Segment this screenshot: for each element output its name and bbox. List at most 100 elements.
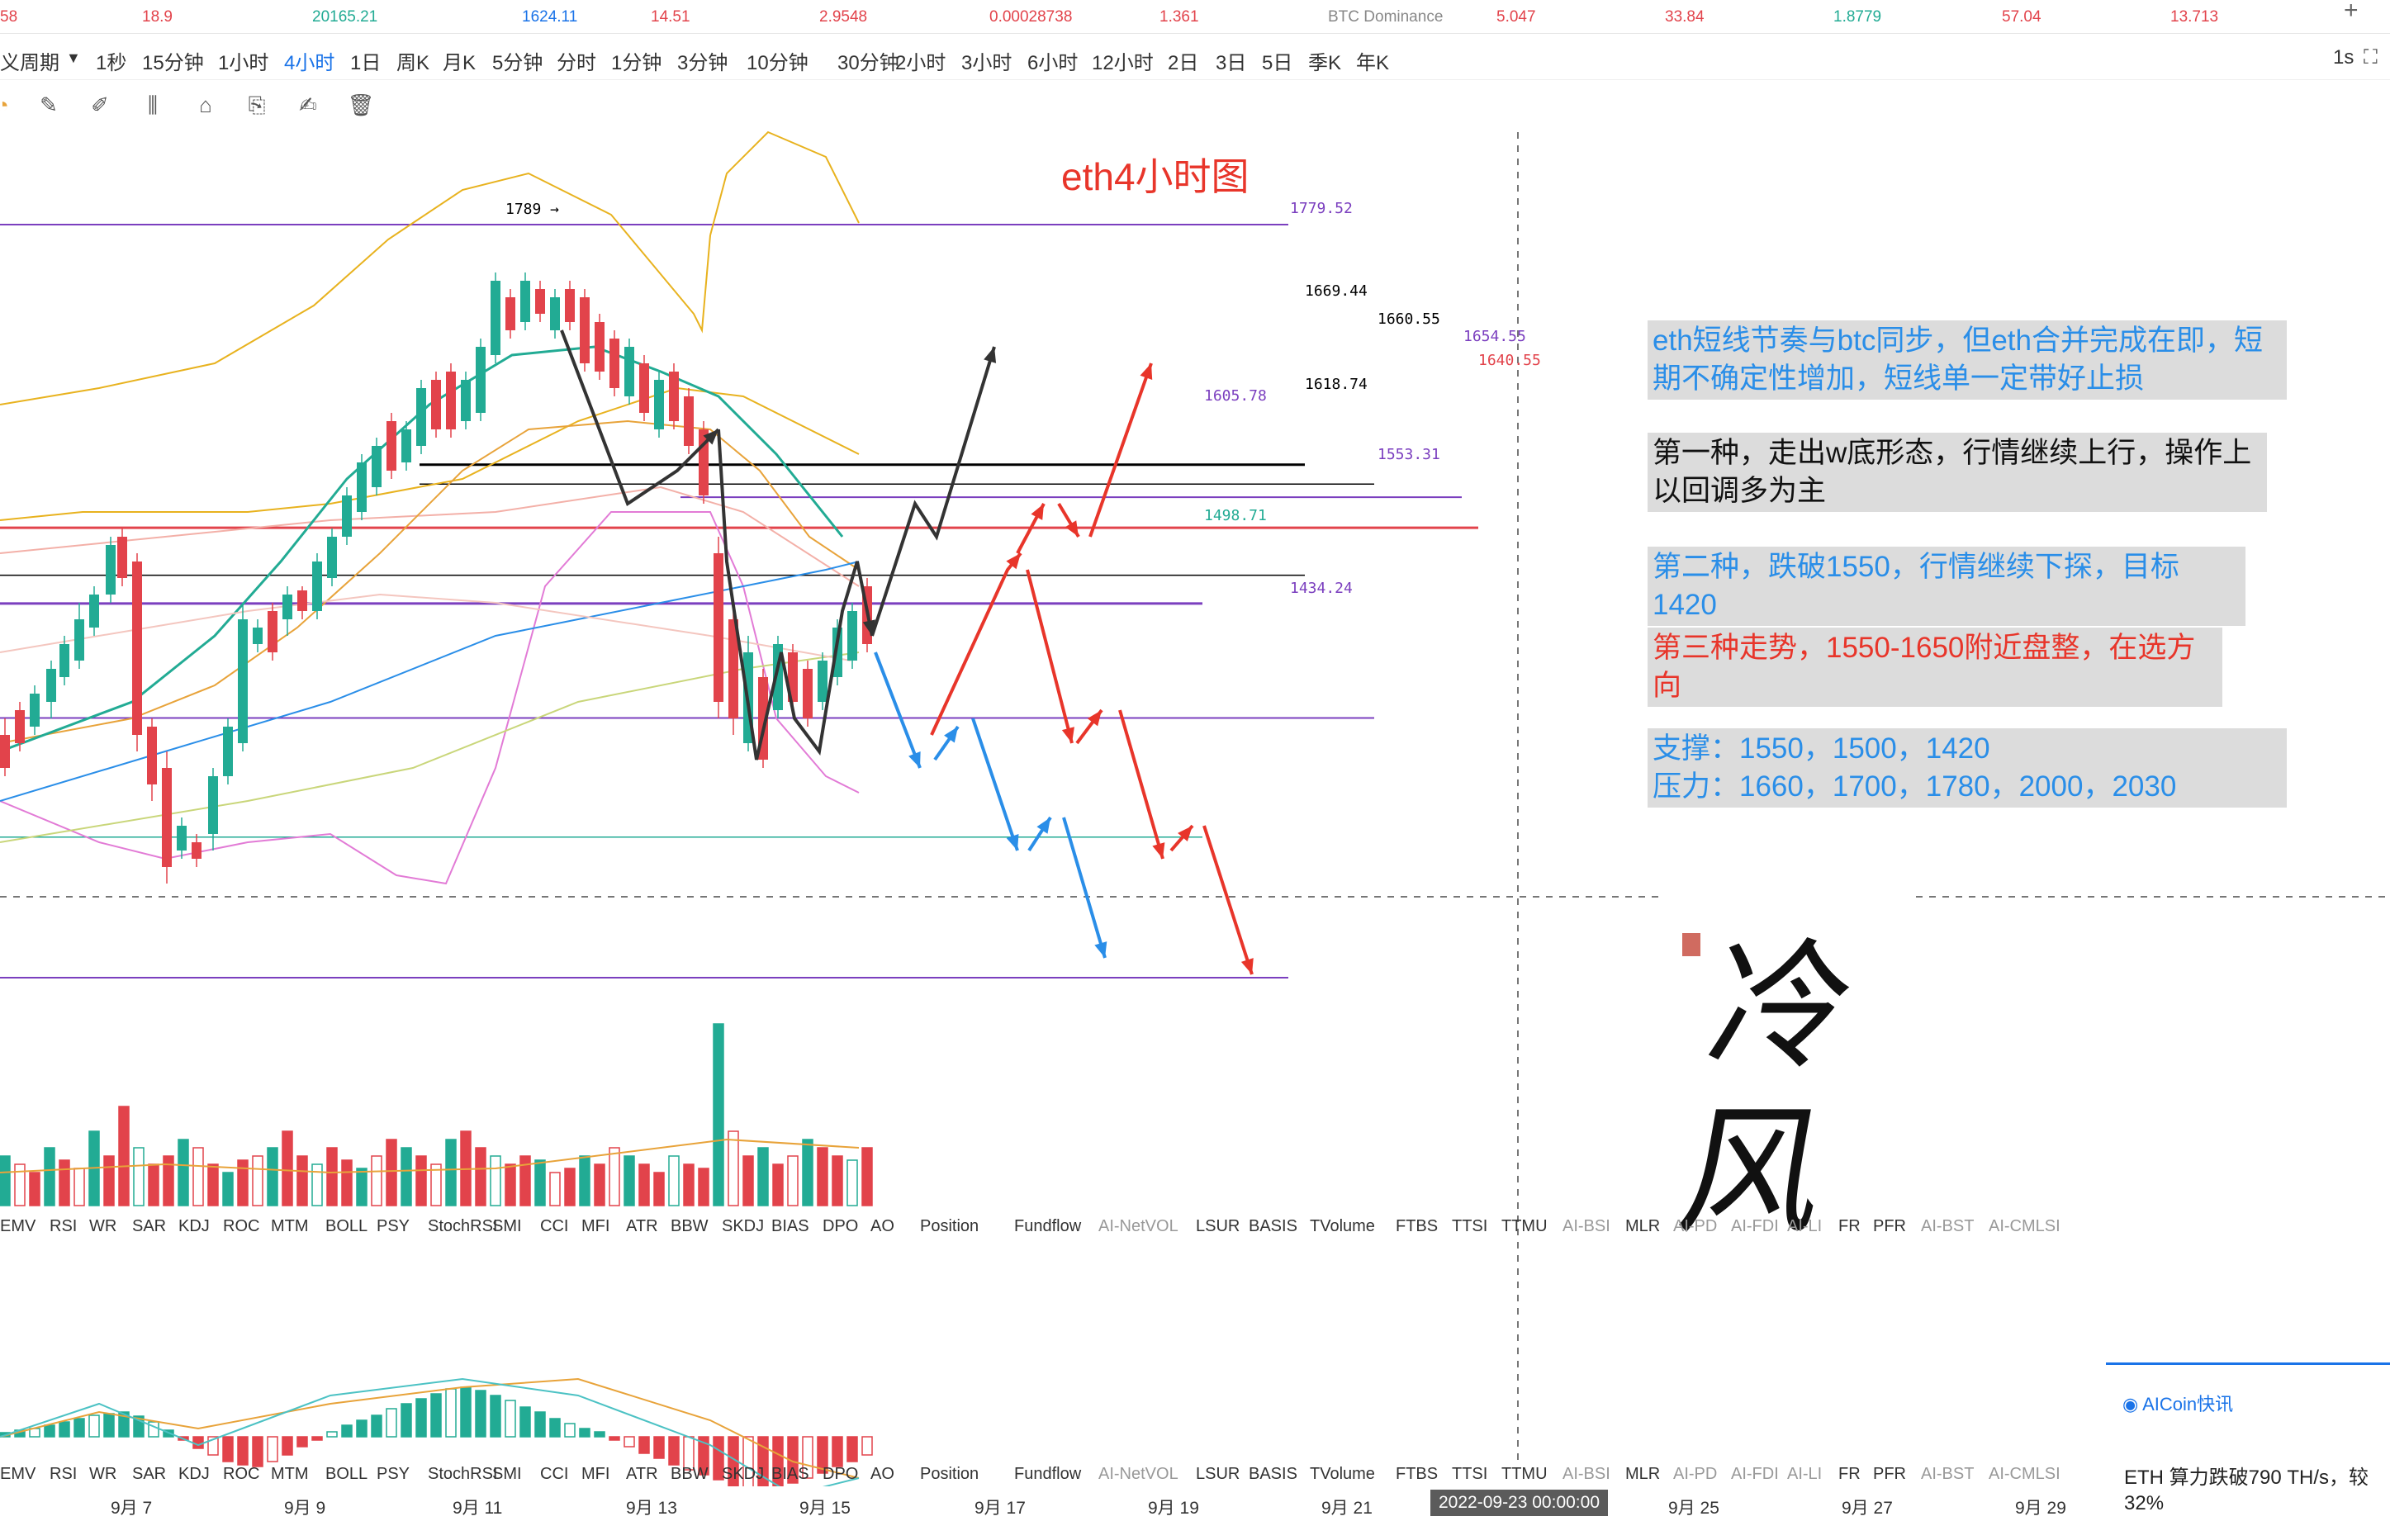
indicator-skdj[interactable]: SKDJ	[722, 1465, 765, 1483]
trash-icon[interactable]: 🗑	[347, 92, 375, 117]
timeframe-15[interactable]: 3小时	[961, 52, 1012, 74]
indicator-ftbs[interactable]: FTBS	[1396, 1217, 1439, 1235]
timeframe-22[interactable]: 年K	[1356, 52, 1390, 74]
indicator-fr[interactable]: FR	[1838, 1217, 1861, 1235]
indicator-position[interactable]: Position	[920, 1465, 979, 1483]
indicator-mlr[interactable]: MLR	[1625, 1217, 1661, 1235]
indicator-lsur[interactable]: LSUR	[1196, 1465, 1240, 1483]
indicator-ai-bst[interactable]: AI-BST	[1921, 1217, 1975, 1235]
timeframe-21[interactable]: 季K	[1308, 52, 1342, 74]
indicator-emv[interactable]: EMV	[0, 1217, 36, 1235]
timeframe-11[interactable]: 3分钟	[677, 52, 728, 74]
timeframe-0[interactable]: 义周期	[0, 52, 59, 74]
indicator-ai-pd[interactable]: AI-PD	[1673, 1217, 1718, 1235]
pencil-icon[interactable]: ✎	[40, 92, 58, 117]
indicator-atr[interactable]: ATR	[626, 1465, 658, 1483]
candle-pattern-icon[interactable]: ⫼	[148, 92, 158, 117]
indicator-dpo[interactable]: DPO	[823, 1217, 859, 1235]
indicator-bias[interactable]: BIAS	[771, 1217, 809, 1235]
price-chart[interactable]	[0, 124, 2390, 1486]
indicator-boll[interactable]: BOLL	[325, 1217, 368, 1235]
indicator-ai-li[interactable]: AI-LI	[1787, 1465, 1823, 1483]
indicator-mlr[interactable]: MLR	[1625, 1465, 1661, 1483]
indicator-tvolume[interactable]: TVolume	[1310, 1465, 1375, 1483]
indicator-psy[interactable]: PSY	[377, 1465, 410, 1483]
brush-icon[interactable]: ✐	[91, 92, 109, 117]
indicator-mfi[interactable]: MFI	[581, 1217, 610, 1235]
timeframe-17[interactable]: 12小时	[1092, 52, 1154, 74]
indicator-ai-bst[interactable]: AI-BST	[1921, 1465, 1975, 1483]
indicator-ai-bsi[interactable]: AI-BSI	[1563, 1465, 1610, 1483]
edit-icon[interactable]: ✍	[299, 92, 317, 117]
indicator-emv[interactable]: EMV	[0, 1465, 36, 1483]
add-icon[interactable]: +	[2344, 0, 2359, 24]
indicator-lsur[interactable]: LSUR	[1196, 1217, 1240, 1235]
indicator-ai-cmlsi[interactable]: AI-CMLSI	[1989, 1465, 2060, 1483]
timeframe-9[interactable]: 分时	[557, 52, 596, 74]
indicator-ai-cmlsi[interactable]: AI-CMLSI	[1989, 1217, 2060, 1235]
indicator-smi[interactable]: SMI	[492, 1217, 522, 1235]
indicator-ai-netvol[interactable]: AI-NetVOL	[1098, 1217, 1178, 1235]
indicator-ttmu[interactable]: TTMU	[1501, 1217, 1548, 1235]
timeframe-16[interactable]: 6小时	[1027, 52, 1079, 74]
timeframe-3[interactable]: 1小时	[218, 52, 269, 74]
indicator-cci[interactable]: CCI	[540, 1465, 569, 1483]
timeframe-5[interactable]: 1日	[350, 52, 382, 74]
indicator-fundflow[interactable]: Fundflow	[1014, 1217, 1082, 1235]
indicator-ai-pd[interactable]: AI-PD	[1673, 1465, 1718, 1483]
indicator-stochrsi[interactable]: StochRSI	[428, 1217, 498, 1235]
indicator-ai-netvol[interactable]: AI-NetVOL	[1098, 1465, 1178, 1483]
timeframe-14[interactable]: 2小时	[895, 52, 946, 74]
news-source[interactable]: ◉ AICoin快讯	[2122, 1394, 2234, 1414]
timeframe-20[interactable]: 5日	[1262, 52, 1293, 74]
indicator-fundflow[interactable]: Fundflow	[1014, 1465, 1082, 1483]
indicator-ttmu[interactable]: TTMU	[1501, 1465, 1548, 1483]
magnet-icon[interactable]: ◔	[0, 92, 9, 117]
indicator-smi[interactable]: SMI	[492, 1465, 522, 1483]
timeframe-19[interactable]: 3日	[1216, 52, 1247, 74]
indicator-roc[interactable]: ROC	[223, 1217, 260, 1235]
timeframe-6[interactable]: 周K	[396, 52, 430, 74]
indicator-kdj[interactable]: KDJ	[178, 1217, 210, 1235]
indicator-sar[interactable]: SAR	[132, 1465, 167, 1483]
indicator-position[interactable]: Position	[920, 1217, 979, 1235]
fullscreen-icon[interactable]: ⛶	[2364, 46, 2378, 69]
chevron-down-icon[interactable]: ▼	[66, 50, 81, 66]
indicator-wr[interactable]: WR	[89, 1217, 117, 1235]
indicator-kdj[interactable]: KDJ	[178, 1465, 210, 1483]
indicator-ai-li[interactable]: AI-LI	[1787, 1217, 1823, 1235]
indicator-ttsi[interactable]: TTSI	[1452, 1465, 1488, 1483]
indicator-rsi[interactable]: RSI	[50, 1465, 78, 1483]
indicator-boll[interactable]: BOLL	[325, 1465, 368, 1483]
indicator-fr[interactable]: FR	[1838, 1465, 1861, 1483]
indicator-dpo[interactable]: DPO	[823, 1465, 859, 1483]
timeframe-12[interactable]: 10分钟	[747, 52, 809, 74]
indicator-basis[interactable]: BASIS	[1249, 1217, 1297, 1235]
indicator-ai-fdi[interactable]: AI-FDI	[1731, 1465, 1779, 1483]
indicator-sar[interactable]: SAR	[132, 1217, 167, 1235]
indicator-ttsi[interactable]: TTSI	[1452, 1217, 1488, 1235]
indicator-bbw[interactable]: BBW	[671, 1217, 709, 1235]
indicator-ftbs[interactable]: FTBS	[1396, 1465, 1439, 1483]
timeframe-1[interactable]: 1秒	[96, 52, 127, 74]
bookmark-icon[interactable]: ⎘	[248, 92, 266, 117]
timeframe-4[interactable]: 4小时	[284, 52, 335, 74]
indicator-bias[interactable]: BIAS	[771, 1465, 809, 1483]
indicator-ao[interactable]: AO	[870, 1217, 894, 1235]
indicator-basis[interactable]: BASIS	[1249, 1465, 1297, 1483]
indicator-bbw[interactable]: BBW	[671, 1465, 709, 1483]
news-panel[interactable]: ◉ AICoin快讯 ETH 算力跌破790 TH/s，较 32%	[2106, 1362, 2390, 1540]
timeframe-10[interactable]: 1分钟	[611, 52, 662, 74]
indicator-ai-fdi[interactable]: AI-FDI	[1731, 1217, 1779, 1235]
indicator-stochrsi[interactable]: StochRSI	[428, 1465, 498, 1483]
indicator-ao[interactable]: AO	[870, 1465, 894, 1483]
timeframe-2[interactable]: 15分钟	[142, 52, 204, 74]
indicator-roc[interactable]: ROC	[223, 1465, 260, 1483]
indicator-mtm[interactable]: MTM	[271, 1465, 309, 1483]
indicator-mtm[interactable]: MTM	[271, 1217, 309, 1235]
indicator-psy[interactable]: PSY	[377, 1217, 410, 1235]
timeframe-8[interactable]: 5分钟	[492, 52, 543, 74]
indicator-rsi[interactable]: RSI	[50, 1217, 78, 1235]
indicator-tvolume[interactable]: TVolume	[1310, 1217, 1375, 1235]
timeframe-18[interactable]: 2日	[1168, 52, 1199, 74]
